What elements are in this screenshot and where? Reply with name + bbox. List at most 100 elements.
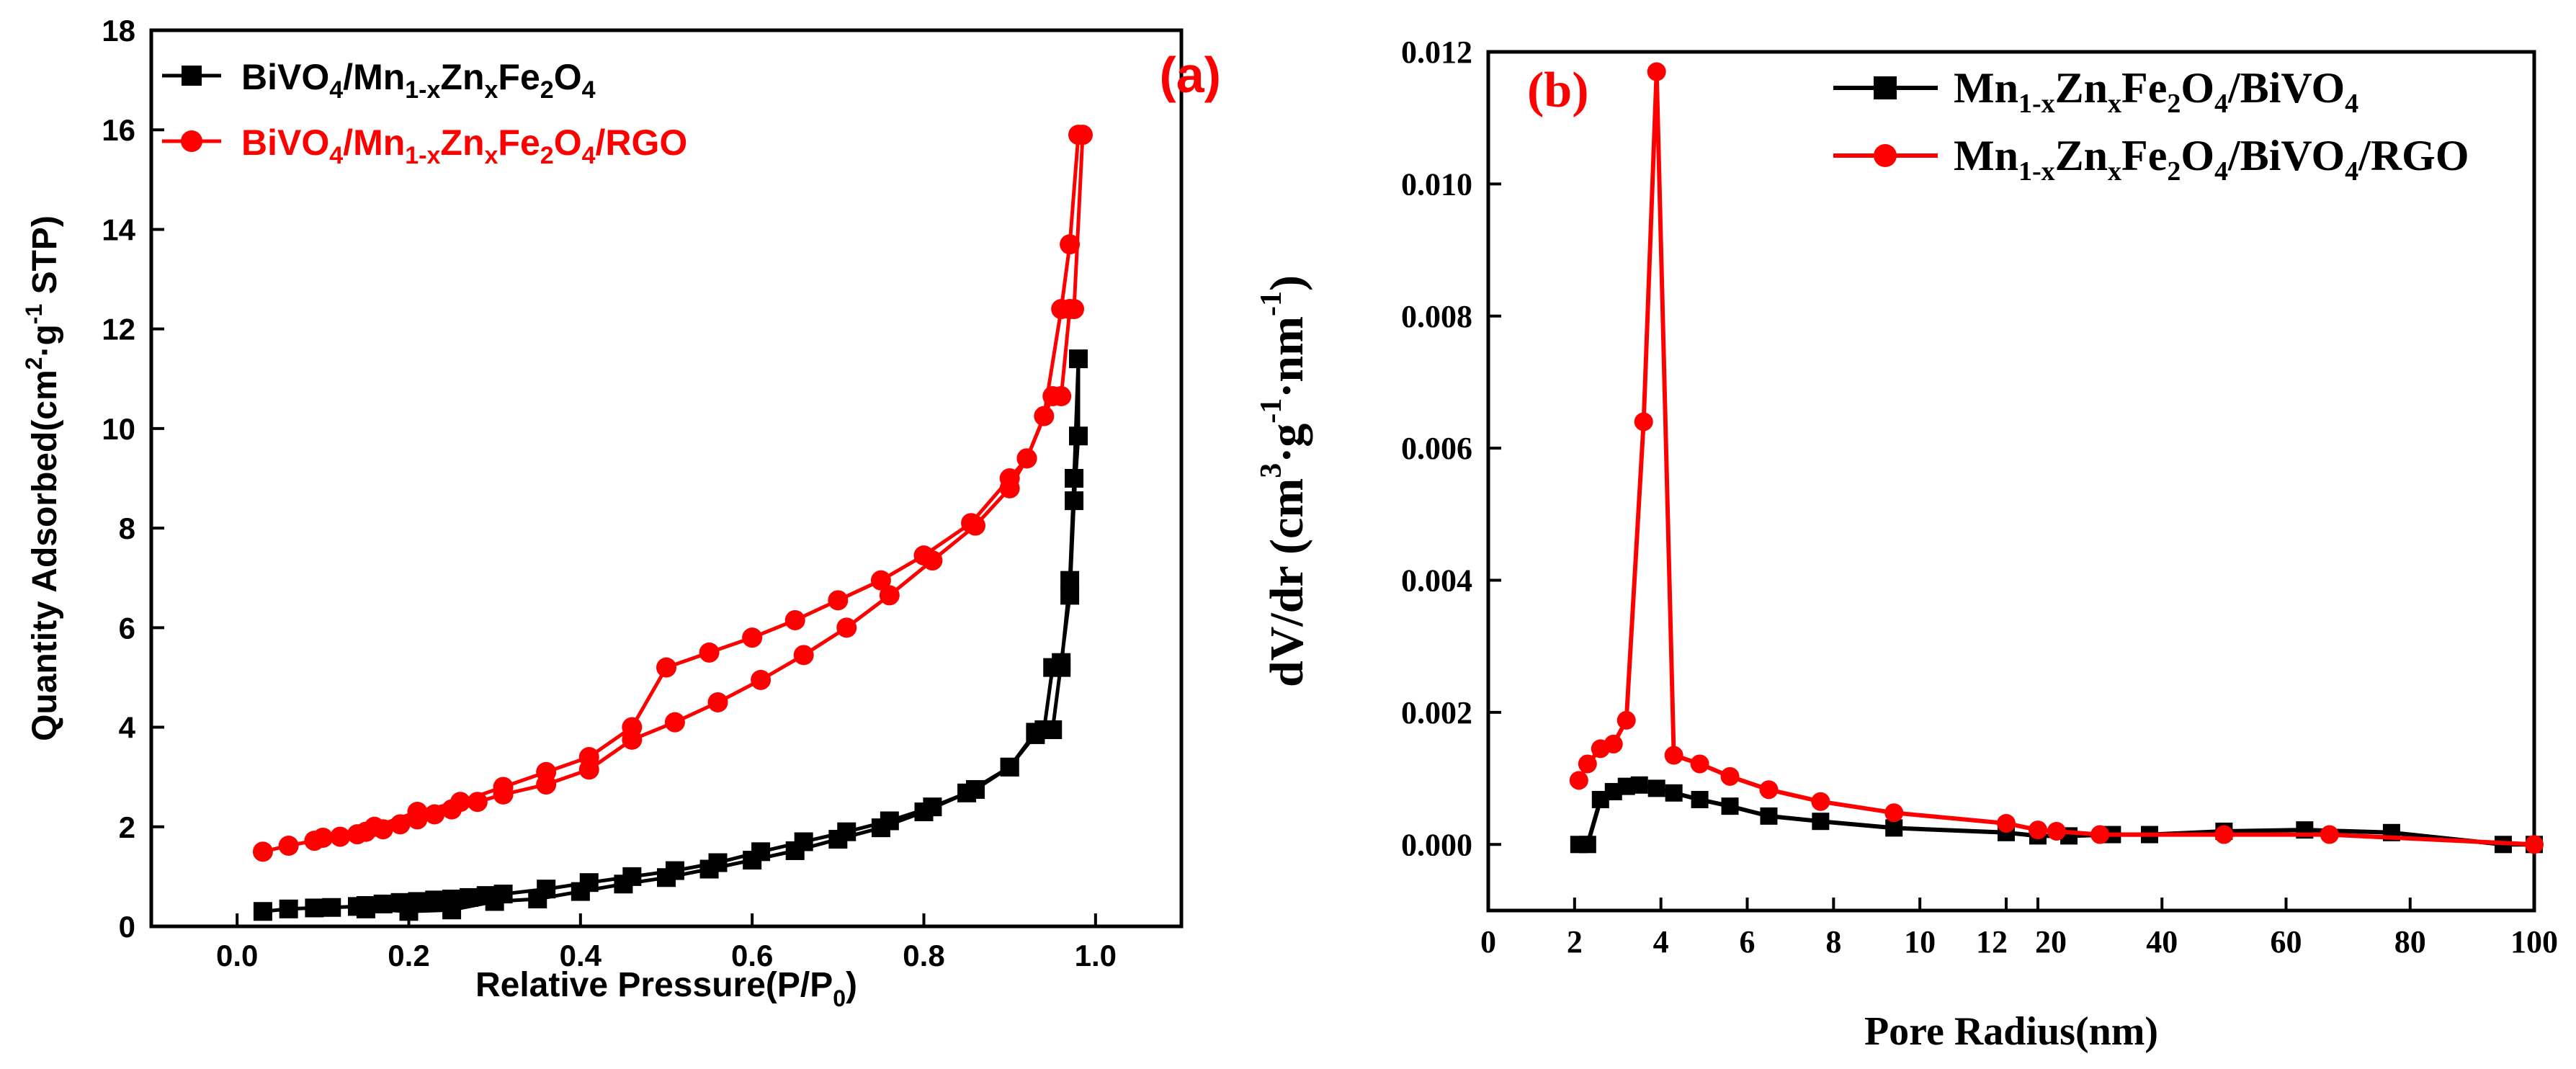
panel-a-x-tick-label: 0.0 bbox=[216, 939, 258, 972]
panel-b-data-point bbox=[1885, 819, 1903, 837]
panel-b-y-axis-title: dV/dr (cm3·g-1·nm-1) bbox=[1255, 275, 1313, 687]
panel-a-data-point bbox=[364, 816, 385, 837]
panel-a-data-point bbox=[485, 892, 504, 911]
panel-a-data-point bbox=[656, 657, 676, 678]
panel-b-legend-label-0: Mn1-xZnxFe2O4/BiVO4 bbox=[1954, 64, 2358, 119]
panel-a-data-point bbox=[459, 887, 478, 907]
panel-a-data-point bbox=[322, 898, 341, 917]
panel-b-data-point bbox=[1630, 776, 1648, 794]
panel-a-x-tick-label: 0.4 bbox=[560, 939, 602, 972]
panel-a-data-point bbox=[1060, 234, 1081, 255]
panel-b-data-point bbox=[1759, 780, 1779, 800]
panel-b-data-point bbox=[1997, 813, 2016, 833]
panel-a-data-point bbox=[793, 645, 814, 666]
panel-a-legend-label-1: BiVO4/Mn1-xZnxFe2O4/RGO bbox=[241, 122, 687, 169]
panel-a-data-point bbox=[442, 900, 462, 920]
panel-a-data-point bbox=[870, 570, 891, 591]
panel-a-plot-frame bbox=[149, 28, 1184, 929]
panel-a-data-point bbox=[536, 761, 557, 782]
panel-b-data-point bbox=[1691, 790, 1709, 808]
panel-b-legend-circle-marker bbox=[1874, 144, 1897, 167]
panel-a-y-tick-label: 10 bbox=[102, 412, 135, 446]
panel-b-data-point bbox=[1616, 710, 1636, 730]
panel-a-data-point bbox=[622, 717, 643, 738]
panel-a-y-tick-label: 2 bbox=[119, 810, 135, 844]
panel-b-data-point bbox=[1569, 771, 1588, 790]
panel-b-data-point bbox=[1647, 62, 1666, 81]
panel-b-y-ticks: 0.000 0.002 0.004 0.006 0.008 0.010 0.012 bbox=[1401, 35, 1501, 862]
panel-a-data-point bbox=[1026, 723, 1045, 742]
panel-a-isotherm-chart: 0.0 0.2 0.4 0.6 0.8 1.0 0 2 4 6 8 10 12 14 16 18 (a) B… bbox=[21, 14, 1221, 1011]
panel-a-x-tick-label: 0.8 bbox=[903, 939, 944, 972]
panel-b-data-point bbox=[1721, 797, 1739, 815]
panel-b-x-tick-label: 40 bbox=[2146, 924, 2178, 960]
panel-b-x-tick-label: 8 bbox=[1825, 924, 1841, 960]
panel-a-data-point bbox=[467, 792, 488, 813]
panel-a-data-point bbox=[784, 609, 805, 630]
panel-b-y-tick-label: 0.004 bbox=[1401, 563, 1472, 599]
panel-b-data-point bbox=[1665, 784, 1683, 802]
panel-b-x-axis-title: Pore Radius(nm) bbox=[1864, 1009, 2158, 1054]
panel-b-data-point bbox=[1760, 807, 1778, 825]
panel-a-data-point bbox=[425, 890, 444, 910]
panel-b-data-point bbox=[2320, 825, 2339, 844]
panel-a-y-tick-label: 12 bbox=[102, 313, 135, 346]
panel-a-data-point bbox=[1065, 469, 1084, 488]
panel-b-x-tick-label: 60 bbox=[2271, 924, 2302, 960]
panel-a-data-point bbox=[278, 836, 299, 856]
panel-a-data-point bbox=[657, 868, 676, 887]
panel-a-data-point bbox=[1043, 658, 1063, 677]
panel-a-legend: BiVO4/Mn1-xZnxFe2O4 BiVO4/Mn1-xZnxFe2O4/… bbox=[162, 57, 687, 169]
panel-b-x-tick-label: 100 bbox=[2510, 924, 2558, 960]
panel-a-series bbox=[252, 125, 1093, 921]
panel-b-legend: Mn1-xZnxFe2O4/BiVO4 Mn1-xZnxFe2O4/BiVO4/… bbox=[1833, 64, 2469, 187]
panel-b-y-tick-label: 0.006 bbox=[1401, 431, 1472, 466]
panel-a-data-point bbox=[699, 642, 720, 663]
panel-b-data-point bbox=[1647, 779, 1665, 797]
panel-a-y-tick-label: 0 bbox=[119, 910, 135, 944]
panel-a-x-ticks: 0.0 0.2 0.4 0.6 0.8 1.0 bbox=[216, 913, 1117, 972]
panel-b-plot-frame bbox=[1486, 50, 2536, 913]
panel-a-series-line bbox=[262, 133, 1085, 854]
panel-a-y-axis-title: Quantity Adsorbed(cm2·g-1 STP) bbox=[21, 215, 64, 741]
panel-b-y-tick-label: 0.008 bbox=[1401, 299, 1472, 334]
panel-a-data-point bbox=[252, 841, 273, 862]
panel-a-data-point bbox=[528, 889, 547, 908]
panel-b-data-point bbox=[1664, 746, 1683, 765]
panel-b-x-tick-label: 6 bbox=[1740, 924, 1756, 960]
panel-a-data-point bbox=[407, 802, 428, 823]
panel-a-data-point bbox=[828, 830, 848, 849]
panel-a-data-point bbox=[1042, 385, 1063, 406]
panel-a-y-tick-label: 16 bbox=[102, 113, 135, 147]
panel-a-data-point bbox=[664, 712, 685, 733]
panel-a-data-point bbox=[785, 841, 805, 860]
panel-b-legend-item-0: Mn1-xZnxFe2O4/BiVO4 bbox=[1833, 64, 2358, 119]
panel-a-data-point bbox=[578, 747, 599, 768]
panel-b-data-point bbox=[1720, 766, 1740, 786]
panel-b-data-point bbox=[2214, 825, 2234, 844]
panel-b-data-point bbox=[2090, 825, 2110, 844]
panel-b-data-point bbox=[2525, 835, 2544, 854]
panel-b-data-point bbox=[1578, 754, 1597, 774]
panel-a-legend-circle-marker bbox=[181, 130, 202, 152]
panel-a-data-point bbox=[1065, 491, 1084, 511]
panel-a-data-point bbox=[913, 545, 934, 566]
panel-a-data-point bbox=[961, 513, 982, 534]
panel-b-data-point bbox=[1634, 412, 1653, 431]
panel-a-data-point bbox=[836, 617, 857, 638]
panel-a-data-point bbox=[699, 859, 719, 879]
panel-b-y-tick-label: 0.010 bbox=[1401, 166, 1472, 202]
panel-a-data-point bbox=[914, 802, 934, 822]
panel-b-legend-item-1: Mn1-xZnxFe2O4/BiVO4/RGO bbox=[1833, 132, 2469, 187]
panel-a-legend-item-0: BiVO4/Mn1-xZnxFe2O4 bbox=[162, 57, 596, 104]
panel-a-data-point bbox=[999, 468, 1020, 488]
panel-a-y-tick-label: 4 bbox=[119, 711, 136, 745]
panel-a-data-point bbox=[614, 875, 633, 894]
panel-a-series-0 bbox=[253, 349, 1088, 921]
panel-a-x-tick-label: 0.6 bbox=[731, 939, 773, 972]
panel-a-data-point bbox=[751, 669, 772, 690]
panel-a-data-point bbox=[493, 777, 514, 797]
panel-b-data-point bbox=[2029, 820, 2047, 840]
panel-b-data-point bbox=[1578, 836, 1596, 854]
